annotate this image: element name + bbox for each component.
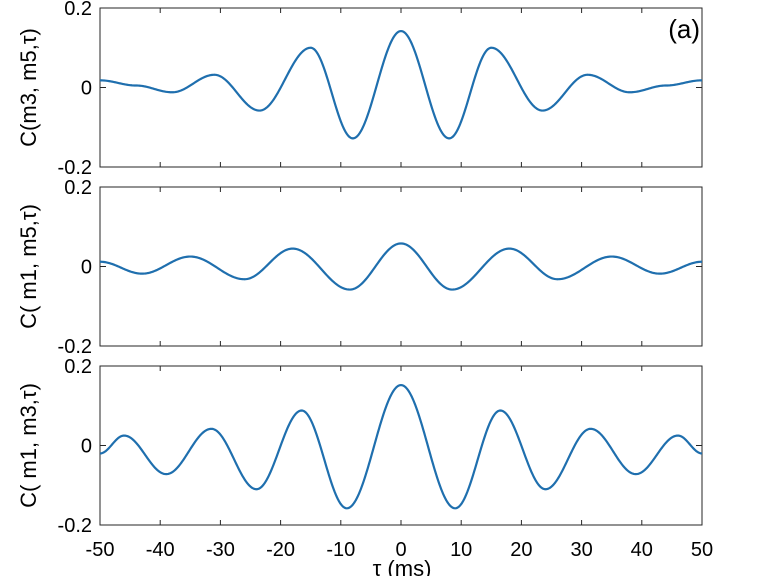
x-tick-label: 0 xyxy=(395,539,406,561)
y-axis-title: C( m1, m5,τ) xyxy=(16,204,41,329)
x-tick-label: -30 xyxy=(206,539,235,561)
y-tick-label: 0 xyxy=(81,78,92,100)
x-tick-label: 10 xyxy=(450,539,472,561)
series-line xyxy=(99,383,703,510)
x-tick-label: -20 xyxy=(266,539,295,561)
y-tick-label: 0.2 xyxy=(64,0,92,20)
y-axis-title: C( m1, m3,τ) xyxy=(16,383,41,508)
panel-tag: (a) xyxy=(668,14,700,44)
x-tick-label: -50 xyxy=(86,539,115,561)
plot-frame xyxy=(99,365,703,526)
x-tick-label: -10 xyxy=(326,539,355,561)
y-tick-label: -0.2 xyxy=(58,336,92,358)
plot-frame xyxy=(99,186,703,347)
y-axis-title: C(m3, m5,τ) xyxy=(16,28,41,147)
x-tick-label: 40 xyxy=(631,539,653,561)
y-tick-label: -0.2 xyxy=(58,515,92,537)
x-axis-title: τ (ms) xyxy=(373,556,432,576)
x-tick-label: 20 xyxy=(510,539,532,561)
series-line xyxy=(99,242,703,291)
x-tick-label: 30 xyxy=(570,539,592,561)
chart-panel-2: -0.2 0 0.2 C( m1, m5,τ) xyxy=(16,177,703,358)
y-tick-label: 0.2 xyxy=(64,177,92,199)
y-tick-label: -0.2 xyxy=(58,157,92,179)
y-tick-label: 0 xyxy=(81,257,92,279)
x-tick-label: -40 xyxy=(146,539,175,561)
series-line xyxy=(99,29,703,140)
x-tick-label: 50 xyxy=(691,539,713,561)
y-tick-label: 0.2 xyxy=(64,356,92,378)
chart-panel-1: -0.2 0 0.2 C(m3, m5,τ) (a) xyxy=(16,0,703,179)
chart-panel-3: -0.2 0 0.2 -50 -40 -30 -20 -10 0 10 20 30 40 50 C( m1,… xyxy=(16,356,713,561)
y-tick-label: 0 xyxy=(81,436,92,458)
